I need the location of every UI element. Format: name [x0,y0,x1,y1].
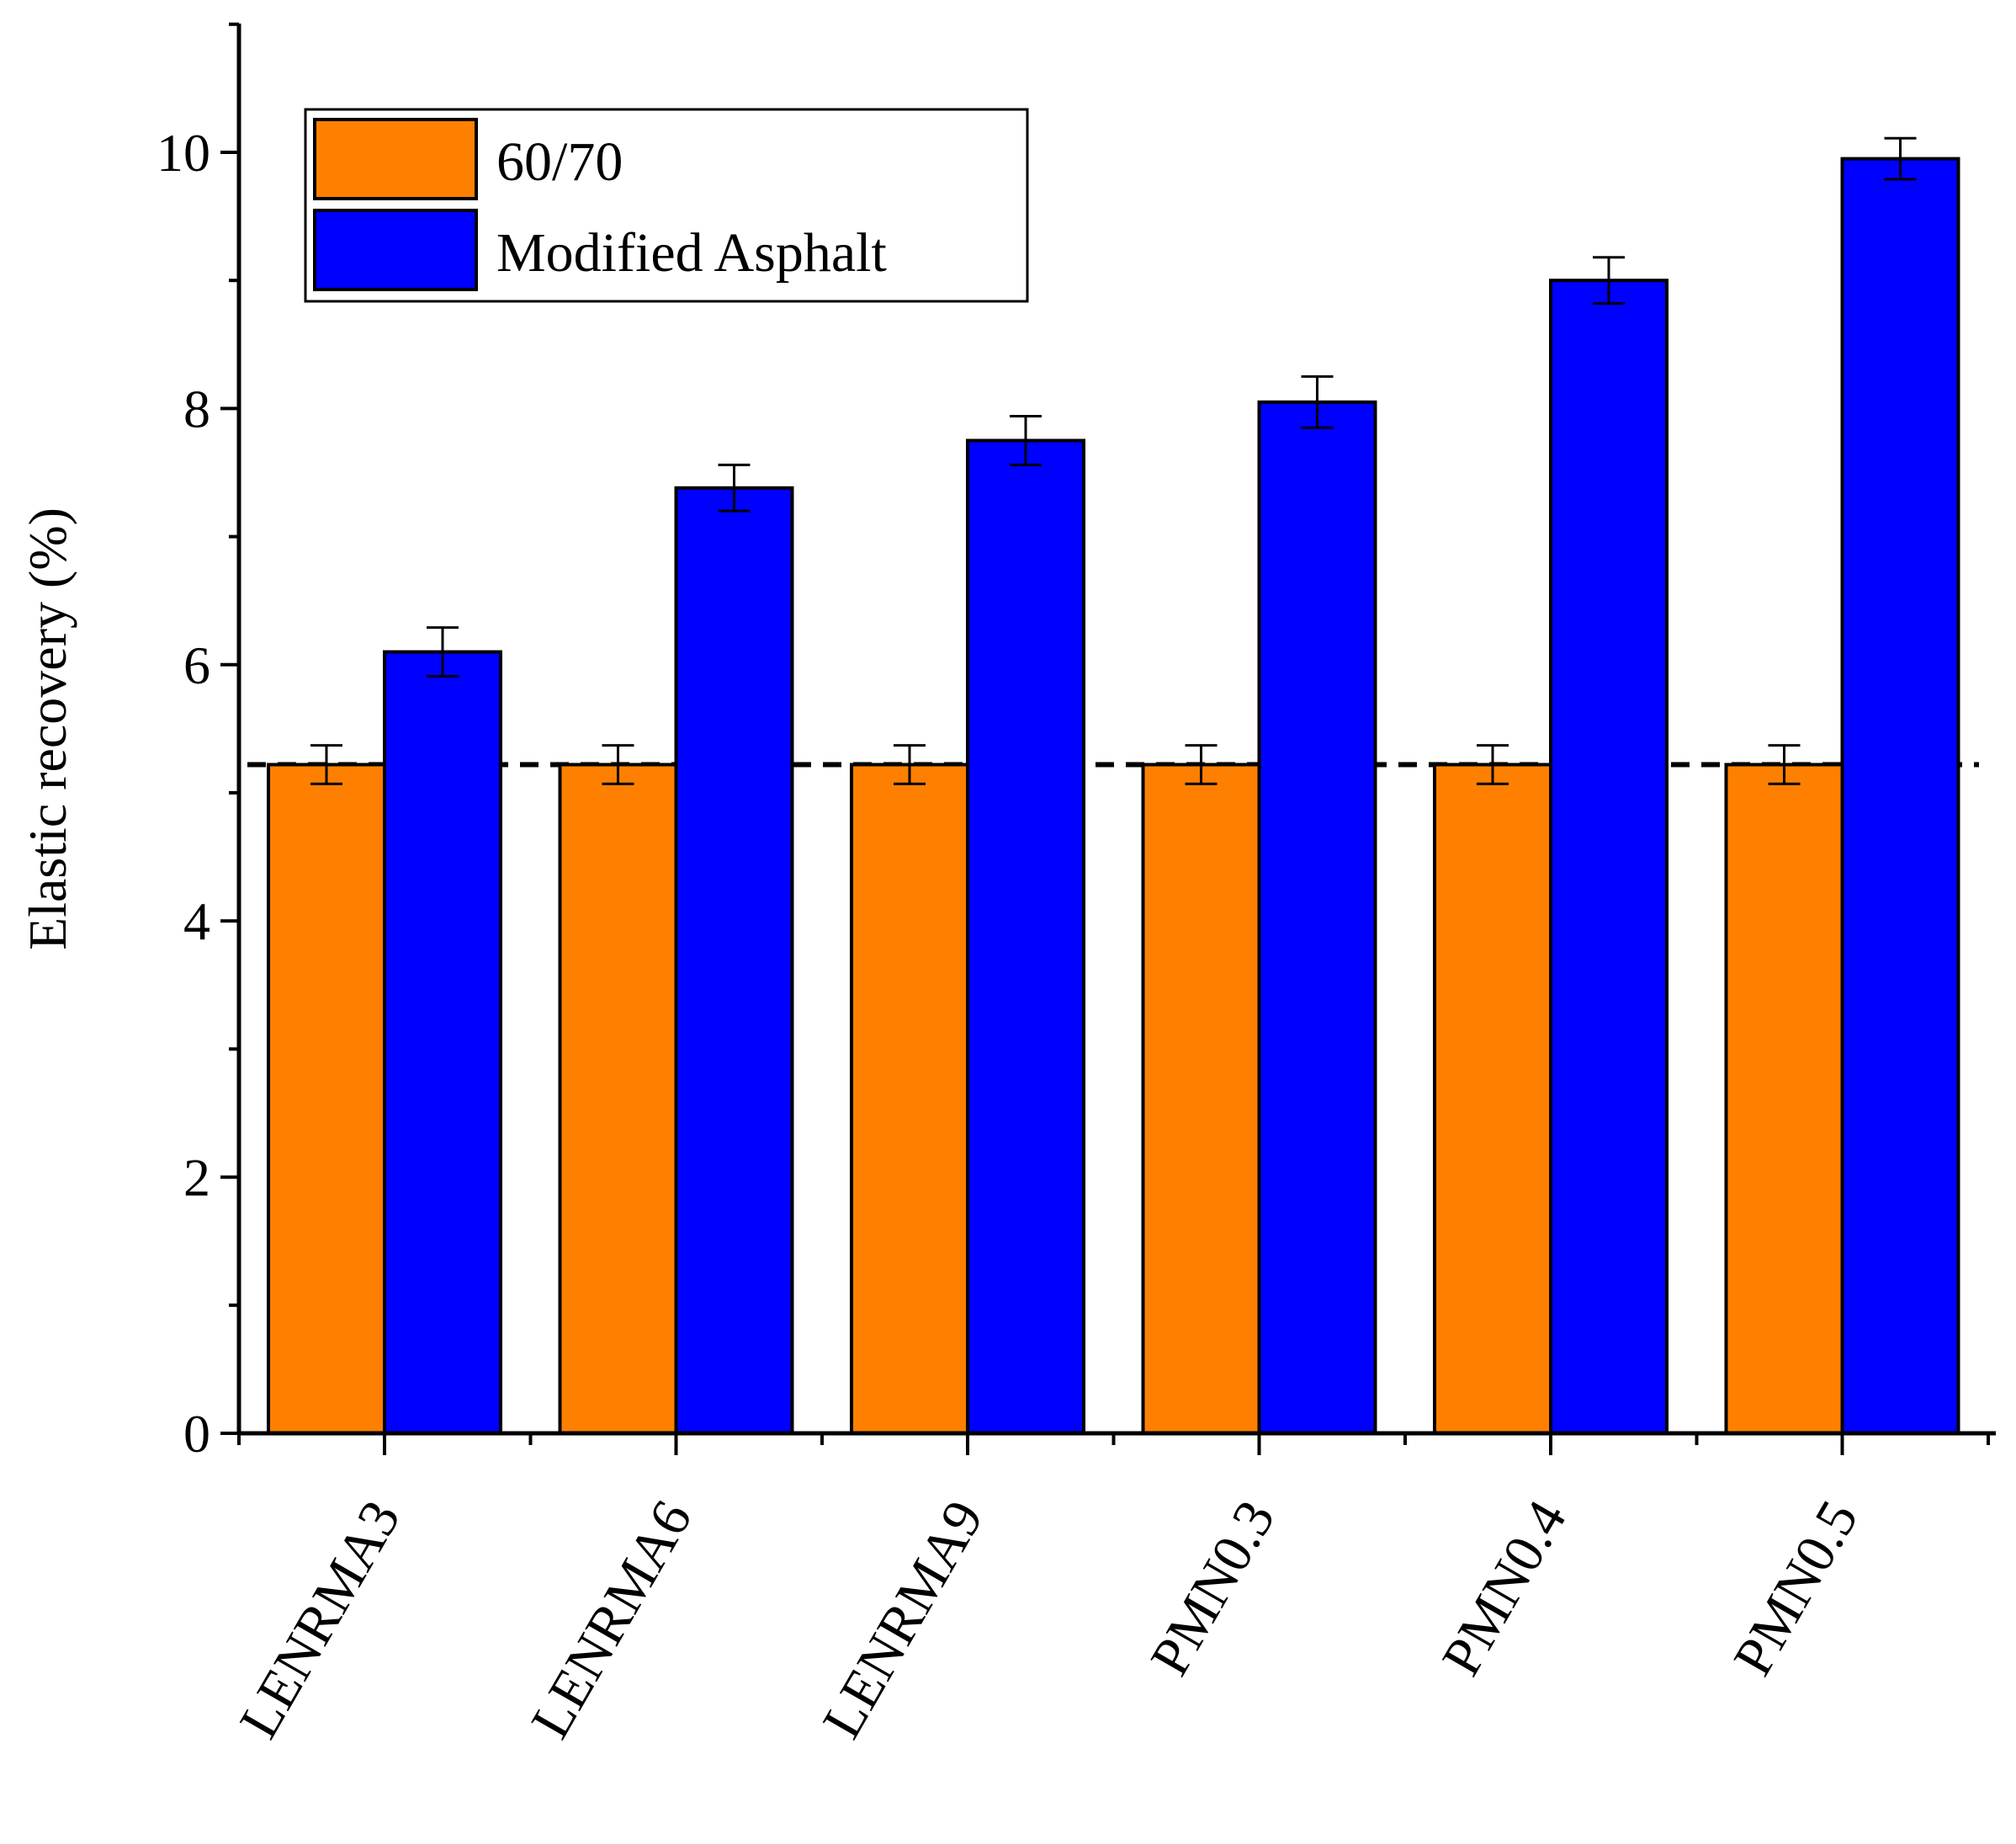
bar-modified-3 [1257,400,1377,1435]
error-bar-base-4 [1477,744,1509,785]
error-bar-modified-0 [427,626,459,678]
legend-label-base: 60/70 [496,131,623,193]
bar-base-0 [267,763,386,1435]
x-tick-label-0: LENRMA3 [228,1491,412,1748]
bar-modified-0 [383,650,502,1435]
y-tick-label: 4 [183,891,210,951]
error-bar-modified-2 [1010,415,1042,466]
bar-modified-5 [1840,157,1960,1436]
y-tick-label: 0 [183,1404,210,1464]
error-bar-base-1 [602,744,634,785]
bar-base-2 [850,763,969,1435]
x-tick-label-5: PMN0.5 [1722,1491,1870,1686]
error-bar-modified-5 [1884,136,1917,181]
error-bar-base-2 [894,744,926,785]
bar-base-4 [1433,763,1552,1435]
bar-base-5 [1724,763,1844,1435]
y-tick-label: 8 [183,379,210,438]
x-tick-label-1: LENRMA6 [519,1491,703,1748]
y-tick-label: 10 [157,123,210,183]
error-bar-base-5 [1768,744,1801,785]
y-axis-title: Elastic recovery (%) [18,507,77,950]
bar-modified-4 [1549,279,1669,1436]
legend-swatch-modified [313,209,478,291]
bar-base-3 [1141,763,1261,1435]
error-bar-base-0 [310,744,342,785]
legend-label-modified: Modified Asphalt [496,222,887,284]
x-tick-label-3: PMN0.3 [1138,1491,1287,1686]
error-bar-modified-4 [1593,256,1625,306]
error-bar-modified-1 [718,463,751,513]
error-bar-modified-3 [1301,375,1334,429]
legend: 60/70 Modified Asphalt [304,108,1029,303]
y-tick-label: 2 [183,1148,210,1208]
legend-swatch-base [313,118,478,200]
bar-base-1 [558,763,678,1435]
bar-modified-1 [674,486,794,1435]
bar-modified-2 [966,438,1085,1436]
x-tick-label-2: LENRMA9 [811,1491,995,1748]
x-tick-label-4: PMN0.4 [1430,1491,1578,1686]
error-bar-base-3 [1185,744,1218,785]
y-tick-label: 6 [183,635,210,695]
